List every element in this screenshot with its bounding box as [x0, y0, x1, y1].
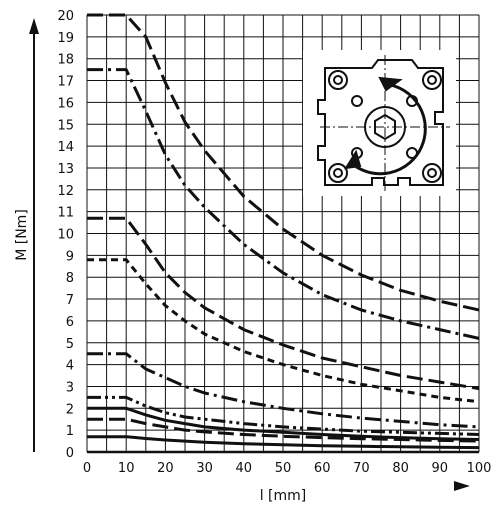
y-tick-label: 18	[57, 53, 74, 68]
actuator-inset	[303, 50, 456, 196]
x-tick-label: 90	[432, 461, 449, 476]
x-tick-label: 10	[118, 461, 135, 476]
x-tick-label: 60	[314, 461, 331, 476]
y-tick-label: 1	[66, 424, 74, 439]
y-axis-title: M [Nm]	[14, 209, 30, 261]
y-tick-label: 20	[57, 9, 74, 24]
x-tick-label: 40	[236, 461, 253, 476]
x-tick-label: 20	[157, 461, 174, 476]
y-axis-arrowhead	[29, 18, 39, 34]
x-tick-label: 30	[196, 461, 213, 476]
y-tick-label: 8	[66, 271, 74, 286]
x-axis-title: l [mm]	[260, 488, 307, 504]
y-tick-label: 16	[57, 96, 74, 111]
x-tick-label: 50	[275, 461, 292, 476]
y-tick-label: 4	[66, 359, 74, 374]
series-line-short-dash	[87, 258, 480, 404]
x-axis-arrowhead	[454, 481, 470, 491]
series-layer	[87, 13, 480, 450]
series-line-dash-dot	[87, 68, 480, 340]
series-line-solid	[87, 406, 480, 441]
y-tick-label: 5	[66, 337, 74, 352]
y-tick-label: 15	[57, 118, 74, 133]
y-tick-label: 13	[57, 162, 74, 177]
series-line-dash-dot	[87, 352, 480, 429]
y-tick-label: 19	[57, 31, 74, 46]
y-tick-label: 9	[66, 249, 74, 264]
x-tick-label: 80	[392, 461, 409, 476]
y-tick-label: 7	[66, 293, 74, 308]
series-line-dashed	[87, 417, 480, 443]
x-tick-label: 0	[83, 461, 91, 476]
y-tick-label: 11	[57, 206, 74, 221]
y-tick-label: 0	[66, 446, 74, 461]
y-tick-label: 12	[57, 184, 74, 199]
series-line-dashed	[87, 13, 480, 312]
series-line-solid	[87, 435, 480, 450]
axes: M [Nm] l [mm]	[14, 18, 470, 504]
series-line-dashed	[87, 216, 480, 391]
y-tick-label: 3	[66, 380, 74, 395]
series-line-dash-dot-dot	[87, 395, 480, 436]
x-tick-label: 100	[467, 461, 492, 476]
y-tick-label: 14	[57, 140, 74, 155]
y-tick-label: 6	[66, 315, 74, 330]
y-tick-label: 10	[57, 228, 74, 243]
x-tick-label: 70	[353, 461, 370, 476]
actuator-drawing	[317, 55, 450, 192]
y-tick-label: 2	[66, 402, 74, 417]
y-tick-label: 17	[57, 75, 74, 90]
